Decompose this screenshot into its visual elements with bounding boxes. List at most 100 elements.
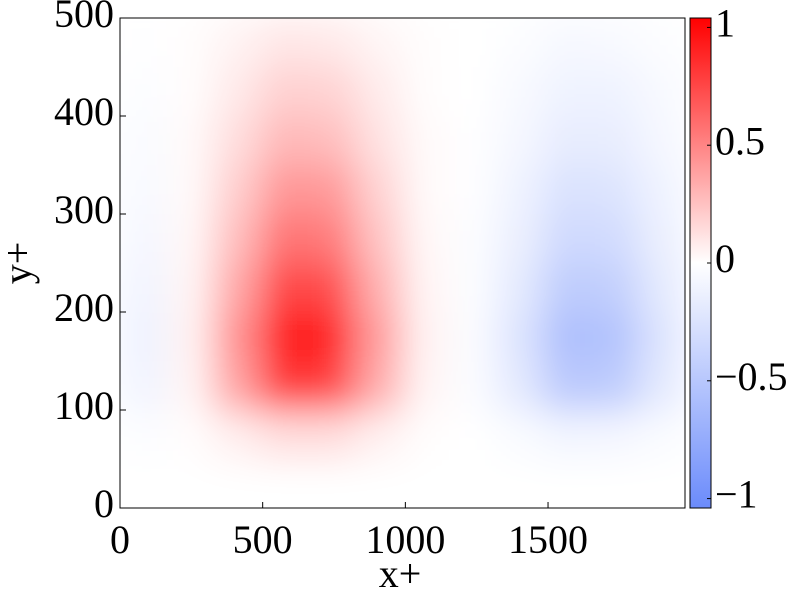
heatmap-cell xyxy=(449,311,498,362)
heatmap-cell xyxy=(260,262,309,313)
heatmap-cell xyxy=(637,458,685,508)
y-tick-label: 0 xyxy=(94,481,114,526)
heatmap-cell xyxy=(120,409,168,460)
x-axis-label: x+ xyxy=(379,551,422,596)
heatmap-cell xyxy=(543,262,592,313)
y-tick-label: 400 xyxy=(54,89,114,134)
heatmap-cell xyxy=(307,262,356,313)
heatmap-cell xyxy=(449,409,498,460)
x-tick-label: 1000 xyxy=(365,517,445,562)
heatmap-cell xyxy=(354,311,403,362)
heatmap-cell xyxy=(637,66,685,117)
heatmap-cell xyxy=(354,409,403,460)
heatmap-cell xyxy=(120,164,168,215)
heatmap-cell xyxy=(354,164,403,215)
x-tick-label: 0 xyxy=(110,517,130,562)
heatmap-cell xyxy=(449,262,498,313)
heatmap-cell xyxy=(496,409,545,460)
heatmap-cell xyxy=(402,311,451,362)
heatmap-cell xyxy=(496,66,545,117)
heatmap-cell xyxy=(496,360,545,411)
heatmap-cell xyxy=(637,115,685,166)
y-tick-label: 300 xyxy=(54,187,114,232)
heatmap-cell xyxy=(543,18,592,68)
heatmap-cell xyxy=(449,458,498,508)
heatmap-cell xyxy=(449,18,498,68)
heatmap-cell xyxy=(213,311,262,362)
heatmap-cell xyxy=(354,115,403,166)
colorbar-tick-label: −0.5 xyxy=(715,354,788,399)
heatmap-cell xyxy=(543,66,592,117)
heatmap-cell xyxy=(637,360,685,411)
heatmap-cell xyxy=(543,311,592,362)
heatmap-cell xyxy=(637,311,685,362)
heatmap-cell xyxy=(496,262,545,313)
heatmap xyxy=(120,18,685,508)
axes: 0 500 1000 1500 0 100 200 300 400 500 −1 −0.5 0 0.5 1 xyxy=(54,0,788,562)
heatmap-cell xyxy=(590,262,639,313)
y-axis-label: y+ xyxy=(0,242,40,285)
heatmap-cell xyxy=(307,458,356,508)
heatmap-cell xyxy=(637,262,685,313)
heatmap-cell xyxy=(307,18,356,68)
heatmap-cell xyxy=(402,213,451,264)
heatmap-cell xyxy=(402,164,451,215)
heatmap-cell xyxy=(166,164,215,215)
plot-area xyxy=(120,18,685,508)
y-tick-label: 100 xyxy=(54,383,114,428)
heatmap-cell xyxy=(166,409,215,460)
heatmap-cell xyxy=(496,311,545,362)
heatmap-cell xyxy=(637,213,685,264)
heatmap-cell xyxy=(120,115,168,166)
heatmap-cell xyxy=(120,213,168,264)
heatmap-cell xyxy=(307,164,356,215)
heatmap-cell xyxy=(120,18,168,68)
heatmap-cell xyxy=(590,115,639,166)
heatmap-cell xyxy=(260,311,309,362)
heatmap-cell xyxy=(402,18,451,68)
heatmap-cell xyxy=(543,360,592,411)
y-tick-label: 500 xyxy=(54,0,114,36)
heatmap-cell xyxy=(307,409,356,460)
heatmap-cell xyxy=(213,458,262,508)
x-tick-label: 500 xyxy=(233,517,293,562)
heatmap-cell xyxy=(543,458,592,508)
heatmap-cell xyxy=(260,18,309,68)
colorbar-tick-label: 0 xyxy=(715,236,735,281)
heatmap-cell xyxy=(166,458,215,508)
heatmap-cell xyxy=(120,360,168,411)
heatmap-cell xyxy=(213,115,262,166)
heatmap-cell xyxy=(354,458,403,508)
heatmap-cell xyxy=(637,18,685,68)
y-tick-label: 200 xyxy=(54,285,114,330)
heatmap-cell xyxy=(590,213,639,264)
heatmap-cell xyxy=(213,213,262,264)
heatmap-cell xyxy=(449,213,498,264)
heatmap-cell xyxy=(496,458,545,508)
heatmap-cell xyxy=(260,213,309,264)
heatmap-cell xyxy=(260,115,309,166)
heatmap-cell xyxy=(543,213,592,264)
heatmap-cell xyxy=(402,262,451,313)
heatmap-cell xyxy=(166,115,215,166)
heatmap-cell xyxy=(496,164,545,215)
heatmap-cell xyxy=(166,213,215,264)
heatmap-cell xyxy=(449,66,498,117)
heatmap-cell xyxy=(307,360,356,411)
colorbar-tick-label: −1 xyxy=(715,472,758,517)
heatmap-cell xyxy=(120,262,168,313)
heatmap-cell xyxy=(449,164,498,215)
heatmap-cell xyxy=(402,66,451,117)
heatmap-cell xyxy=(590,66,639,117)
heatmap-cell xyxy=(354,66,403,117)
x-tick-label: 1500 xyxy=(508,517,588,562)
heatmap-cell xyxy=(543,164,592,215)
heatmap-cell xyxy=(213,360,262,411)
heatmap-cell xyxy=(166,262,215,313)
heatmap-cell xyxy=(213,18,262,68)
heatmap-cell xyxy=(402,115,451,166)
heatmap-cell xyxy=(307,66,356,117)
heatmap-cell xyxy=(260,409,309,460)
heatmap-cell xyxy=(307,115,356,166)
